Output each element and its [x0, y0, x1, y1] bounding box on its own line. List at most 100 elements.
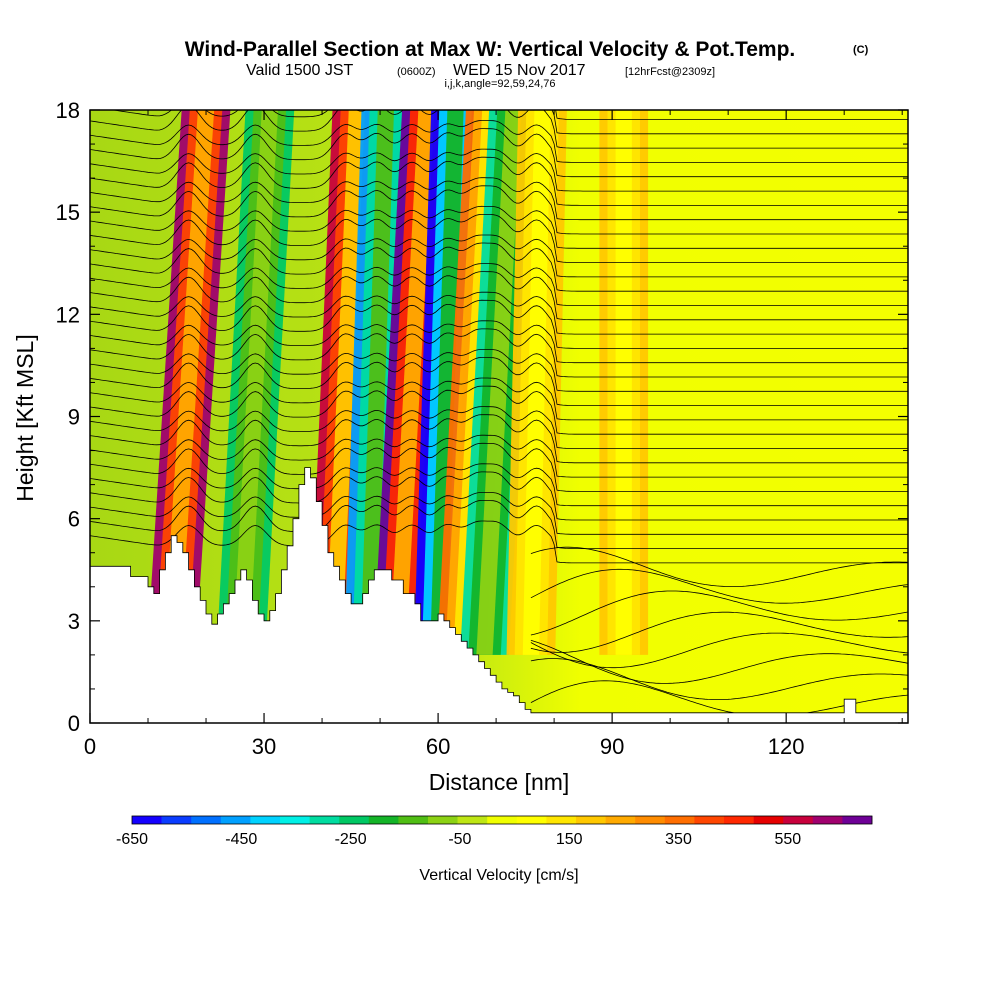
theta-contour — [90, 185, 908, 235]
theta-contour — [90, 414, 908, 464]
theta-contour — [90, 520, 908, 564]
colorbar-swatch — [309, 816, 340, 824]
theta-contour — [530, 590, 908, 636]
colorbar-tick-label: -250 — [335, 831, 367, 848]
colorbar-tick-label: -650 — [116, 831, 148, 848]
terrain — [90, 467, 908, 723]
theta-contour — [90, 463, 908, 507]
theta-contour — [90, 242, 908, 292]
colorbar-swatch — [457, 816, 488, 824]
theta-contour — [90, 148, 908, 192]
colorbar-tick-label: 350 — [665, 831, 692, 848]
colorbar-tick-label: 150 — [556, 831, 583, 848]
colorbar-tick-label: 550 — [774, 831, 801, 848]
theta-contour — [90, 263, 908, 306]
colorbar-swatch — [132, 816, 162, 824]
x-tick-label: 60 — [426, 734, 450, 759]
theta-contour — [90, 492, 908, 535]
colorbar-swatch — [191, 816, 222, 824]
x-tick-label: 90 — [600, 734, 624, 759]
theta-contour — [90, 377, 908, 421]
theta-contour — [530, 546, 908, 587]
colorbar-swatch — [664, 816, 695, 824]
theta-contour — [530, 632, 908, 669]
colorbar-swatch — [635, 816, 666, 824]
colorbar-swatch — [368, 816, 399, 824]
axes: 0 30 60 90 120 0 3 6 9 12 15 18 — [56, 98, 908, 759]
colorbar-swatch — [516, 816, 547, 824]
valid-date: WED 15 Nov 2017 — [453, 62, 586, 79]
colorbar-swatch — [487, 816, 518, 824]
colorbar-swatch — [339, 816, 370, 824]
theta-contour — [555, 110, 908, 120]
velocity-band-core — [389, 110, 435, 655]
colorbar: -650 -450 -250 -50 150 350 550 — [116, 815, 873, 848]
theta-contour — [90, 406, 908, 449]
y-tick-label: 12 — [56, 302, 80, 327]
theta-contour — [90, 385, 908, 435]
theta-contour — [90, 234, 908, 278]
theta-contour — [90, 357, 908, 406]
colorbar-swatch — [605, 816, 636, 824]
copyright-mark: (C) — [853, 44, 869, 56]
theta-contour — [90, 328, 908, 378]
utc-time: (0600Z) — [397, 66, 436, 78]
theta-contour — [90, 442, 908, 492]
forecast-info: [12hrFcst@2309z] — [625, 66, 715, 78]
theta-contour — [530, 658, 908, 700]
theta-contour — [90, 156, 908, 206]
colorbar-title: Vertical Velocity [cm/s] — [419, 867, 578, 884]
theta-contour — [90, 177, 908, 221]
colorbar-swatch — [576, 816, 606, 824]
colorbar-swatch — [724, 816, 754, 824]
grid-indices: i,j,k,angle=92,59,24,76 — [444, 78, 555, 90]
colorbar-frame — [131, 815, 873, 825]
y-tick-label: 0 — [68, 711, 80, 736]
velocity-band-core — [429, 110, 464, 655]
theta-contour — [90, 471, 908, 521]
colorbar-swatch — [161, 816, 192, 824]
theta-contour — [90, 291, 908, 335]
colorbar-swatch — [694, 816, 725, 824]
colorbar-swatch — [546, 816, 577, 824]
theta-contour — [90, 299, 908, 349]
x-axis-title: Distance [nm] — [429, 769, 570, 795]
theta-contour — [90, 205, 908, 249]
theta-contour — [90, 320, 908, 364]
theta-contour — [90, 128, 908, 178]
colorbar-swatch — [280, 816, 310, 824]
colorbar-tick-label: -50 — [448, 831, 471, 848]
colorbar-swatch — [783, 816, 814, 824]
velocity-band-core — [615, 110, 632, 655]
chart-title: Wind-Parallel Section at Max W: Vertical… — [185, 38, 796, 61]
theta-contour — [530, 611, 908, 653]
y-axis-title: Height [Kft MSL] — [12, 334, 38, 501]
velocity-band — [599, 110, 649, 655]
colorbar-swatch — [428, 816, 458, 824]
y-tick-label: 18 — [56, 98, 80, 123]
theta-contour — [90, 434, 908, 478]
theta-contour — [90, 349, 908, 392]
velocity-band-core — [360, 110, 394, 655]
theta-contour — [90, 110, 908, 149]
colorbar-swatch — [812, 816, 843, 824]
plot-area — [90, 110, 908, 723]
velocity-band-core — [325, 110, 365, 655]
colorbar-tick-label: -450 — [225, 831, 257, 848]
x-tick-label: 0 — [84, 734, 96, 759]
y-tick-label: 9 — [68, 405, 80, 430]
velocity-band-core — [476, 110, 522, 655]
theta-contour — [90, 120, 908, 163]
colorbar-swatch — [220, 816, 251, 824]
theta-contour — [90, 271, 908, 321]
colorbar-swatch — [753, 816, 784, 824]
x-tick-label: 30 — [252, 734, 276, 759]
x-tick-label: 120 — [768, 734, 805, 759]
colorbar-swatch — [250, 816, 281, 824]
y-tick-label: 6 — [68, 507, 80, 532]
potential-temperature-contours — [90, 110, 908, 717]
valid-time: Valid 1500 JST — [246, 62, 354, 79]
theta-contour — [90, 214, 908, 263]
y-tick-label: 15 — [56, 200, 80, 225]
